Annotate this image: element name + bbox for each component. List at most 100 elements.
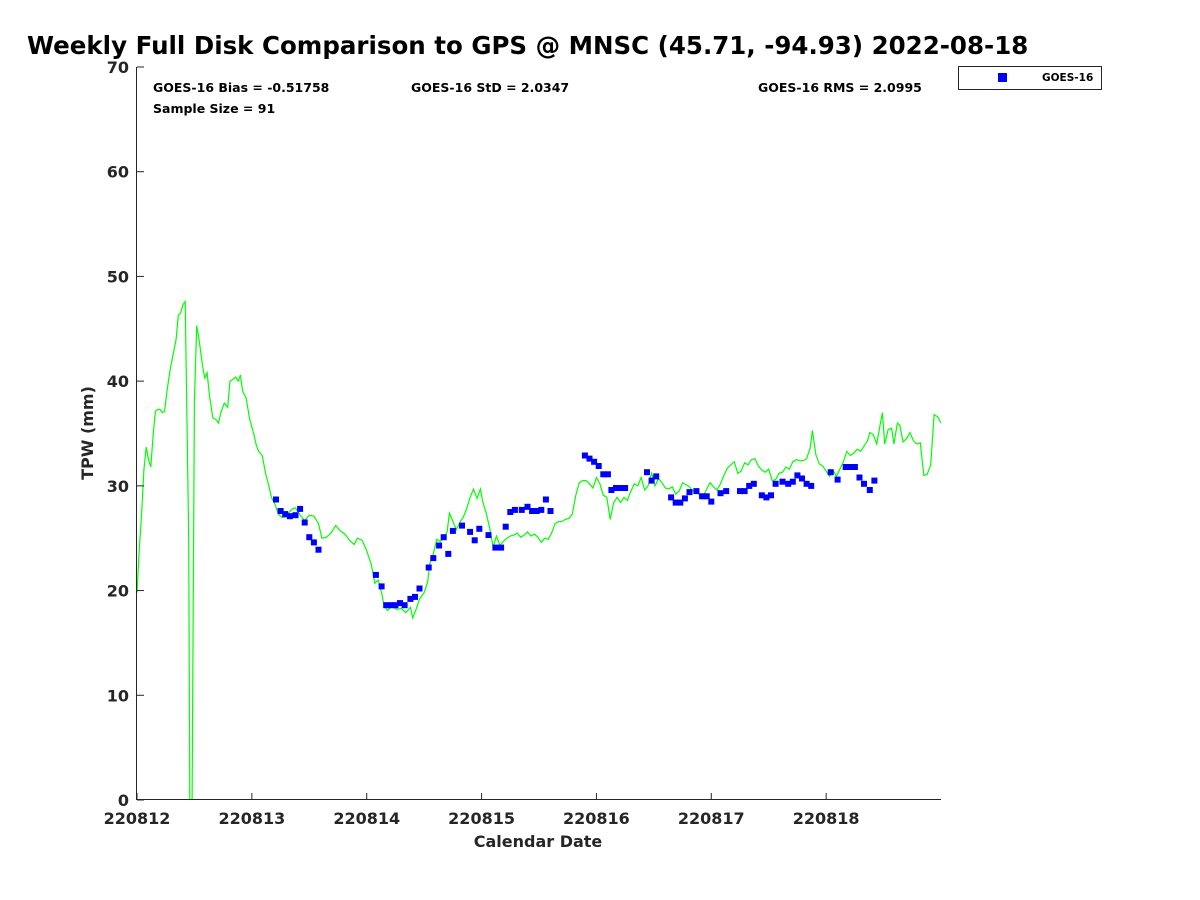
goes16-data-point	[842, 464, 849, 470]
goes16-data-point	[492, 544, 499, 551]
x-tick-group: 220812 220813 220814 220815 220816 220817 2208…	[104, 793, 860, 828]
goes16-data-point	[794, 472, 801, 479]
goes16-data-point	[498, 544, 505, 551]
x-tick-label: 220814	[333, 809, 400, 828]
y-tick-label: 40	[107, 372, 129, 391]
x-tick-label: 220812	[104, 809, 171, 828]
goes16-data-point	[847, 464, 854, 470]
goes16-data-point	[467, 528, 474, 535]
goes16-data-point	[741, 488, 748, 495]
goes16-data-point	[273, 496, 279, 503]
goes16-data-point	[686, 489, 693, 496]
goes16-data-point	[586, 455, 593, 462]
goes16-data-point	[397, 600, 403, 607]
x-tick-label: 220816	[563, 809, 630, 828]
gps-tpw-line-group	[137, 299, 941, 800]
goes16-data-point	[383, 602, 390, 609]
goes16-data-point	[708, 498, 715, 505]
goes16-data-point	[542, 496, 549, 503]
goes16-data-point	[407, 595, 414, 602]
goes16-data-point	[378, 583, 385, 590]
goes16-data-point	[737, 488, 743, 495]
y-tick-label: 10	[107, 686, 129, 705]
goes16-data-point	[392, 602, 399, 609]
goes16-data-point	[315, 546, 322, 553]
goes16-data-point	[306, 534, 313, 541]
goes16-data-point	[547, 508, 554, 514]
goes16-data-point	[301, 519, 308, 526]
goes16-data-point	[449, 527, 456, 534]
goes16-data-point	[617, 485, 624, 491]
goes16-data-point	[459, 522, 465, 529]
goes16-data-point	[856, 474, 863, 481]
goes16-data-point	[703, 493, 710, 500]
goes16-data-point	[436, 542, 443, 549]
goes16-data-point	[772, 480, 779, 487]
goes16-data-point	[387, 602, 394, 609]
goes16-data-point	[502, 523, 509, 530]
y-tick-label: 0	[118, 791, 129, 810]
gps-tpw-line	[137, 299, 941, 800]
goes16-data-point	[445, 550, 452, 557]
y-axis-label: TPW (mm)	[78, 386, 97, 480]
goes16-data-point	[277, 508, 284, 514]
goes16-data-point	[758, 492, 765, 499]
goes16-data-point	[681, 495, 688, 502]
goes16-data-point	[799, 475, 805, 482]
goes16-data-point	[476, 525, 483, 532]
goes16-data-point	[648, 477, 655, 484]
goes16-data-point	[789, 478, 796, 485]
goes16-data-point	[430, 555, 437, 562]
goes16-data-point	[750, 480, 757, 487]
goes16-data-point	[871, 477, 878, 484]
goes16-data-point	[608, 487, 615, 493]
goes16-data-point	[808, 482, 815, 489]
goes16-data-point	[785, 480, 792, 487]
legend-label: GOES-16	[1042, 72, 1093, 84]
goes16-data-point	[412, 593, 418, 600]
goes16-data-point	[425, 564, 432, 571]
goes16-data-point	[286, 513, 293, 520]
y-tick-label: 70	[107, 58, 129, 77]
goes16-data-point	[668, 494, 675, 501]
legend: GOES-16	[958, 66, 1102, 90]
goes16-data-point	[644, 469, 650, 476]
legend-box	[958, 66, 1102, 90]
y-tick-label: 20	[107, 582, 129, 601]
goes16-data-point	[440, 534, 447, 541]
rms-stat: GOES-16 RMS = 2.0995	[758, 80, 922, 95]
goes16-data-point	[511, 506, 518, 513]
goes16-data-point	[518, 506, 525, 513]
goes16-data-point	[861, 480, 867, 487]
sample-size-stat: Sample Size = 91	[153, 101, 275, 116]
x-axis-label: Calendar Date	[474, 832, 603, 851]
goes16-data-point	[595, 463, 602, 469]
goes16-data-point	[613, 485, 619, 491]
goes16-data-point	[524, 503, 531, 510]
goes16-data-point	[827, 469, 834, 476]
goes16-data-point	[538, 506, 545, 513]
x-tick-label: 220817	[678, 809, 745, 828]
goes16-points-group	[273, 452, 878, 609]
goes16-data-point	[653, 473, 660, 480]
goes16-data-point	[768, 492, 774, 499]
goes16-data-point	[763, 494, 770, 501]
x-tick-label: 220818	[793, 809, 860, 828]
goes16-data-point	[507, 509, 514, 515]
legend-marker	[998, 73, 1007, 82]
goes16-data-point	[297, 505, 304, 512]
goes16-data-point	[622, 485, 629, 491]
x-tick-label: 220813	[218, 809, 285, 828]
goes16-data-point	[533, 508, 540, 514]
chart-title: Weekly Full Disk Comparison to GPS @ MNS…	[27, 31, 1028, 60]
goes16-data-point	[529, 508, 536, 514]
goes16-data-point	[779, 478, 786, 485]
goes16-data-point	[699, 493, 706, 500]
goes16-data-point	[282, 511, 289, 518]
goes16-data-point	[834, 476, 841, 483]
goes16-data-point	[677, 499, 684, 506]
goes16-data-point	[471, 537, 478, 544]
x-tick-label: 220815	[448, 809, 515, 828]
goes16-data-point	[604, 471, 611, 478]
